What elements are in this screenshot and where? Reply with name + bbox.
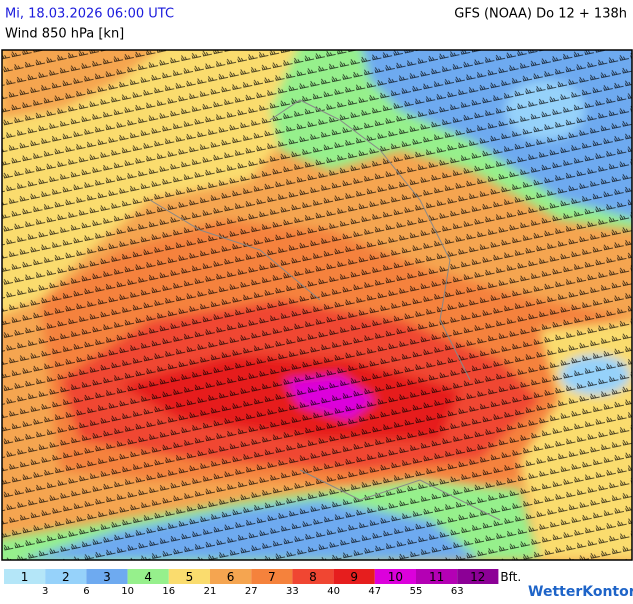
legend-swatch [374,569,416,584]
logo: WetterKontor [528,584,633,600]
legend-bft: 9 [350,570,358,584]
legend-knots: 63 [451,586,464,597]
legend-swatch [45,569,87,584]
legend-swatch [127,569,169,584]
legend-knots: 16 [162,586,175,597]
legend-swatch [86,569,128,584]
legend-swatch [416,569,458,584]
legend-knots: 10 [121,586,134,597]
legend-bft: 4 [144,570,152,584]
legend-bft: 7 [268,570,276,584]
legend-swatch [4,569,46,584]
legend-bft: 8 [309,570,317,584]
model-run: GFS (NOAA) Do 12 + 138h [454,7,627,22]
legend-knots: 6 [83,586,89,597]
legend-knots: 33 [286,586,299,597]
map [2,50,632,560]
datetime: Mi, 18.03.2026 06:00 UTC [5,7,174,22]
legend-knots: 3 [42,586,48,597]
legend-bft: 2 [62,570,70,584]
legend-swatch [292,569,334,584]
legend-knots: 40 [327,586,340,597]
legend-knots: 47 [368,586,381,597]
legend-swatch [210,569,252,584]
map-frame [1,49,633,561]
legend-bft: 1 [21,570,29,584]
legend-bft: 10 [388,570,403,584]
legend-knots: 21 [204,586,217,597]
legend-bft: 12 [470,570,485,584]
parameter: Wind 850 hPa [kn] [5,27,124,42]
legend-swatch [333,569,375,584]
legend-bft: 6 [227,570,235,584]
legend-knots: 55 [410,586,423,597]
legend-bft: 11 [429,570,444,584]
legend-knots: 27 [245,586,258,597]
legend-bft: 3 [103,570,111,584]
legend-bft: 5 [186,570,194,584]
legend-unit: Bft. [500,570,521,584]
legend-swatch [168,569,210,584]
legend-swatch [457,569,499,584]
legend-swatch [251,569,293,584]
